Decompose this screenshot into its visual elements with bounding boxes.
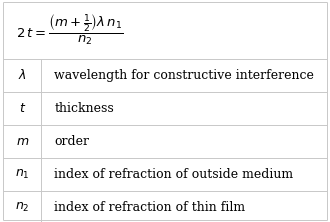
Text: $2\,t = \dfrac{\left(m+\frac{1}{2}\right)\lambda\, n_1}{n_2}$: $2\,t = \dfrac{\left(m+\frac{1}{2}\right…: [16, 13, 124, 48]
Text: thickness: thickness: [54, 102, 114, 115]
Text: wavelength for constructive interference: wavelength for constructive interference: [54, 69, 314, 82]
Text: $n_1$: $n_1$: [15, 168, 30, 181]
Text: $m$: $m$: [16, 135, 29, 148]
Text: $\lambda$: $\lambda$: [18, 68, 27, 82]
Text: index of refraction of outside medium: index of refraction of outside medium: [54, 168, 294, 181]
Text: order: order: [54, 135, 89, 148]
Text: $n_2$: $n_2$: [15, 201, 30, 214]
Text: index of refraction of thin film: index of refraction of thin film: [54, 201, 246, 214]
Text: $t$: $t$: [18, 102, 26, 115]
